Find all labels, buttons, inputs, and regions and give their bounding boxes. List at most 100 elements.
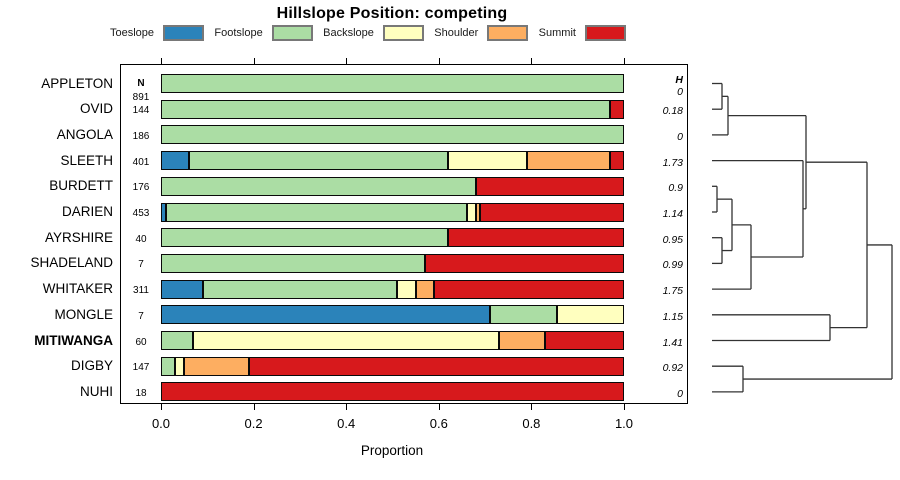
bar-row (161, 151, 624, 171)
axis-tick-top (346, 58, 348, 64)
h-value: 0.95 (662, 233, 683, 246)
bar-segment-shoulder (184, 356, 249, 376)
axis-tick-bottom (161, 404, 162, 410)
h-value: 0.92 (662, 362, 683, 375)
bar-segment-summit (475, 176, 624, 196)
n-value: 7 (138, 310, 144, 322)
axis-tick-bottom (624, 404, 625, 410)
plot-frame (120, 64, 688, 404)
bar-segment-footslope (161, 99, 611, 119)
chart-title: Hillslope Position: competing (276, 5, 508, 22)
n-value: 7 (138, 259, 144, 271)
bar-row (161, 305, 624, 325)
bar-segment-summit (448, 228, 624, 248)
bar-segment-toeslope (161, 305, 490, 325)
n-value: 18 (135, 387, 147, 399)
row-label-ovid: OVID (79, 101, 113, 117)
n-value: 311 (133, 285, 149, 297)
n-column-header: N (137, 77, 145, 89)
h-value: 0 (677, 85, 683, 98)
row-label-ayrshire: AYRSHIRE (44, 229, 113, 245)
n-value: 176 (132, 182, 150, 194)
row-label-darien: DARIEN (61, 204, 113, 219)
n-value: 186 (132, 130, 150, 142)
bar-segment-summit (248, 356, 624, 376)
legend-swatch-backslope (382, 25, 424, 41)
bar-segment-backslope (556, 305, 624, 325)
n-value: 147 (132, 362, 150, 374)
row-label-burdett: BURDETT (49, 178, 113, 194)
bar-segment-backslope (448, 151, 527, 171)
row-label-appleton: APPLETON (41, 75, 113, 91)
bar-segment-backslope (174, 356, 185, 376)
row-label-shadeland: SHADELAND (30, 255, 113, 271)
row-label-nuhi: NUHI (80, 383, 113, 399)
row-label-whitaker: WHITAKER (42, 281, 113, 297)
bar-segment-footslope (161, 356, 175, 376)
n-value: 453 (132, 208, 150, 219)
row-label-sleeth: SLEETH (60, 152, 113, 168)
h-value: 0 (677, 130, 683, 143)
h-value: 0.18 (662, 105, 683, 118)
n-value: 891 (132, 91, 150, 103)
legend-label: Footslope (214, 27, 263, 39)
bar-row (161, 382, 624, 402)
bar-row (161, 279, 624, 299)
bar-segment-footslope (165, 202, 467, 222)
bar-segment-footslope (188, 151, 449, 171)
axis-tick-label: 0.2 (244, 416, 263, 431)
bar-row (161, 125, 624, 145)
legend-swatch-summit (584, 25, 626, 41)
row-label-mongle: MONGLE (54, 306, 113, 322)
bar-segment-footslope (161, 125, 624, 145)
bar-segment-footslope (161, 228, 449, 248)
axis-tick-top (438, 58, 440, 64)
bar-segment-footslope (161, 331, 194, 350)
h-value: 1.41 (662, 336, 683, 349)
axis-tick-label: 0.8 (522, 416, 541, 431)
legend-swatch-footslope (271, 25, 313, 41)
bar-segment-footslope (161, 253, 425, 273)
bar-segment-summit (610, 99, 624, 119)
axis-tick-top (624, 58, 625, 64)
bar-segment-footslope (489, 305, 557, 325)
h-value: 1.15 (662, 310, 683, 323)
legend-label: Shoulder (434, 27, 479, 39)
bar-segment-backslope (466, 202, 476, 222)
axis-tick-top (253, 58, 255, 64)
bar-segment-shoulder (498, 331, 546, 350)
bar-segment-summit (610, 151, 624, 171)
legend-item-toeslope: Toeslope (110, 25, 205, 41)
row-label-angola: ANGOLA (56, 126, 113, 142)
bar-segment-shoulder (415, 279, 435, 299)
legend-swatch-toeslope (163, 25, 205, 41)
h-column-header: H (675, 73, 683, 86)
bar-segment-toeslope (161, 151, 189, 171)
legend-item-backslope: Backslope (323, 25, 424, 41)
legend-label: Toeslope (110, 27, 155, 39)
x-axis-title: Proportion (360, 443, 424, 458)
bar-segment-backslope (193, 331, 499, 350)
row-label-digby: DIGBY (70, 358, 113, 374)
h-value: 1.75 (662, 285, 683, 298)
axis-tick-bottom (438, 404, 440, 410)
bar-row (161, 74, 624, 93)
bar-segment-summit (434, 279, 624, 299)
legend-item-footslope: Footslope (214, 25, 313, 41)
h-value: 1.14 (662, 208, 683, 220)
bar-segment-summit (424, 253, 624, 273)
axis-tick-label: 0.4 (337, 416, 356, 431)
axis-tick-label: 0.6 (429, 416, 448, 431)
bar-segment-toeslope (161, 202, 166, 222)
bar-segment-summit (161, 382, 624, 402)
axis-tick-top (161, 58, 162, 64)
legend: Toeslope Footslope Backslope Shoulder Summit (110, 25, 626, 41)
bar-segment-footslope (161, 176, 476, 196)
bar-row (161, 331, 624, 350)
bar-segment-backslope (397, 279, 416, 299)
bar-segment-toeslope (161, 279, 203, 299)
h-value: 0.99 (662, 259, 683, 272)
n-value: 401 (132, 156, 150, 168)
